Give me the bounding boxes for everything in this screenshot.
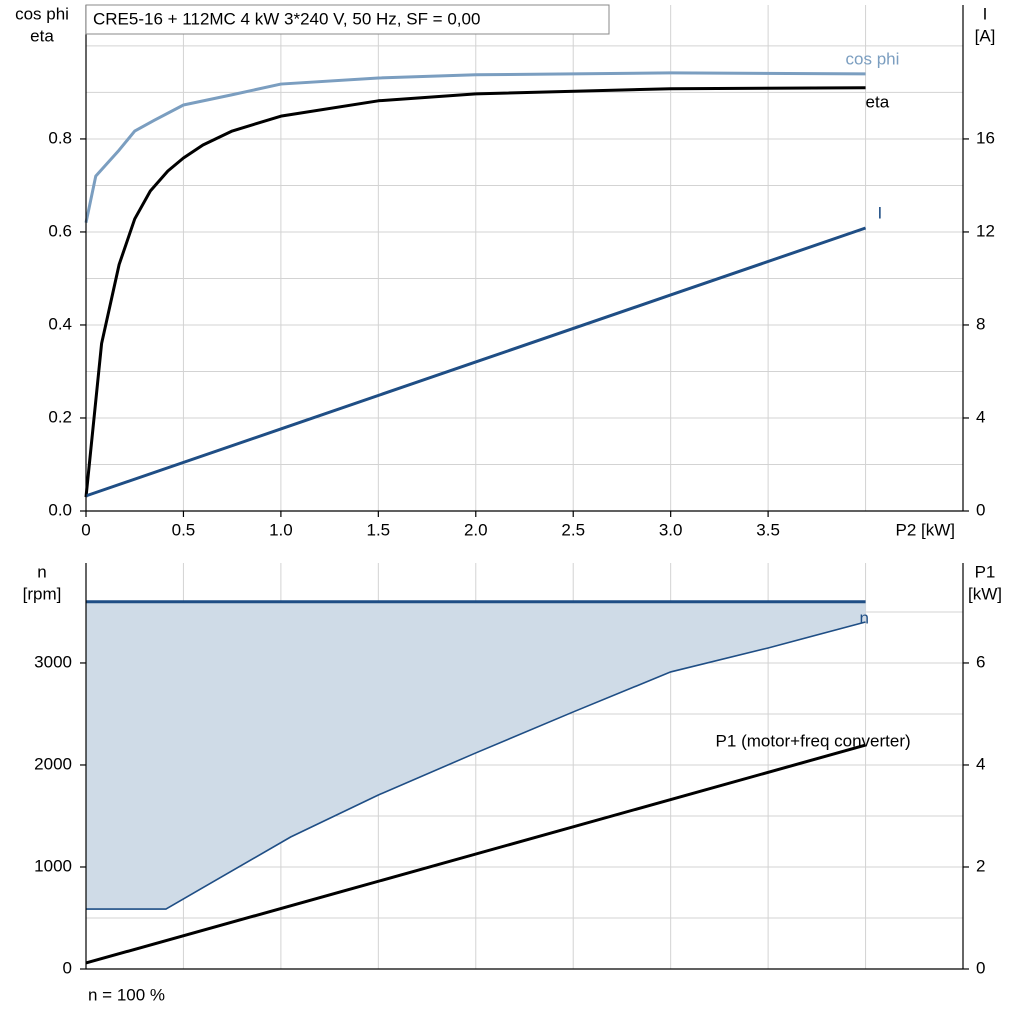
series-line — [85, 743, 866, 965]
series-label: n — [860, 608, 869, 627]
y2-tick-label: 6 — [976, 652, 985, 671]
series-label: eta — [866, 92, 890, 111]
chart-title: CRE5-16 + 112MC 4 kW 3*240 V, 50 Hz, SF … — [93, 9, 480, 28]
y2-tick-label: 0 — [976, 500, 985, 519]
y2-axis-title: [A] — [975, 26, 996, 45]
x-tick-label: 2.5 — [561, 520, 585, 539]
y2-tick-label: 4 — [976, 407, 985, 426]
series-line — [84, 71, 866, 223]
y2-tick-label: 4 — [976, 754, 985, 773]
y-tick-label: 0.6 — [48, 221, 72, 240]
range-area — [86, 601, 866, 910]
range-min-line — [86, 621, 866, 910]
series-label: cos phi — [846, 49, 900, 68]
series-line — [84, 86, 866, 498]
y-axis-title: eta — [30, 26, 54, 45]
y2-tick-label: 12 — [976, 221, 995, 240]
x-tick-label: 2.0 — [464, 520, 488, 539]
x-tick-label: 0.5 — [172, 520, 196, 539]
y2-tick-label: 8 — [976, 314, 985, 333]
x-tick-label: 0 — [81, 520, 90, 539]
x-tick-label: 1.5 — [367, 520, 391, 539]
x-tick-label: 3.5 — [756, 520, 780, 539]
y2-axis-title: P1 — [975, 562, 996, 581]
series-label: I — [878, 203, 883, 222]
y-axis-title: n — [37, 562, 46, 581]
y-tick-label: 2000 — [34, 754, 72, 773]
y-tick-label: 3000 — [34, 652, 72, 671]
title-box — [85, 4, 610, 35]
y-tick-label: 0.2 — [48, 407, 72, 426]
y-tick-label: 0.4 — [48, 314, 72, 333]
y2-tick-label: 2 — [976, 856, 985, 875]
x-axis-title: P2 [kW] — [895, 520, 955, 539]
y-axis-title: cos phi — [15, 4, 69, 23]
y2-axis-title: I — [983, 4, 988, 23]
y-tick-label: 0 — [63, 958, 72, 977]
x-tick-label: 3.0 — [659, 520, 683, 539]
series-label: P1 (motor+freq converter) — [716, 732, 911, 751]
y2-axis-title: [kW] — [968, 584, 1002, 603]
y2-tick-label: 0 — [976, 958, 985, 977]
y-tick-label: 0.8 — [48, 128, 72, 147]
note: n = 100 % — [88, 985, 165, 1004]
y-tick-label: 0.0 — [48, 500, 72, 519]
y-tick-label: 1000 — [34, 856, 72, 875]
y-axis-title: [rpm] — [23, 584, 62, 603]
x-tick-label: 1.0 — [269, 520, 293, 539]
series-line — [85, 226, 867, 498]
y2-tick-label: 16 — [976, 128, 995, 147]
